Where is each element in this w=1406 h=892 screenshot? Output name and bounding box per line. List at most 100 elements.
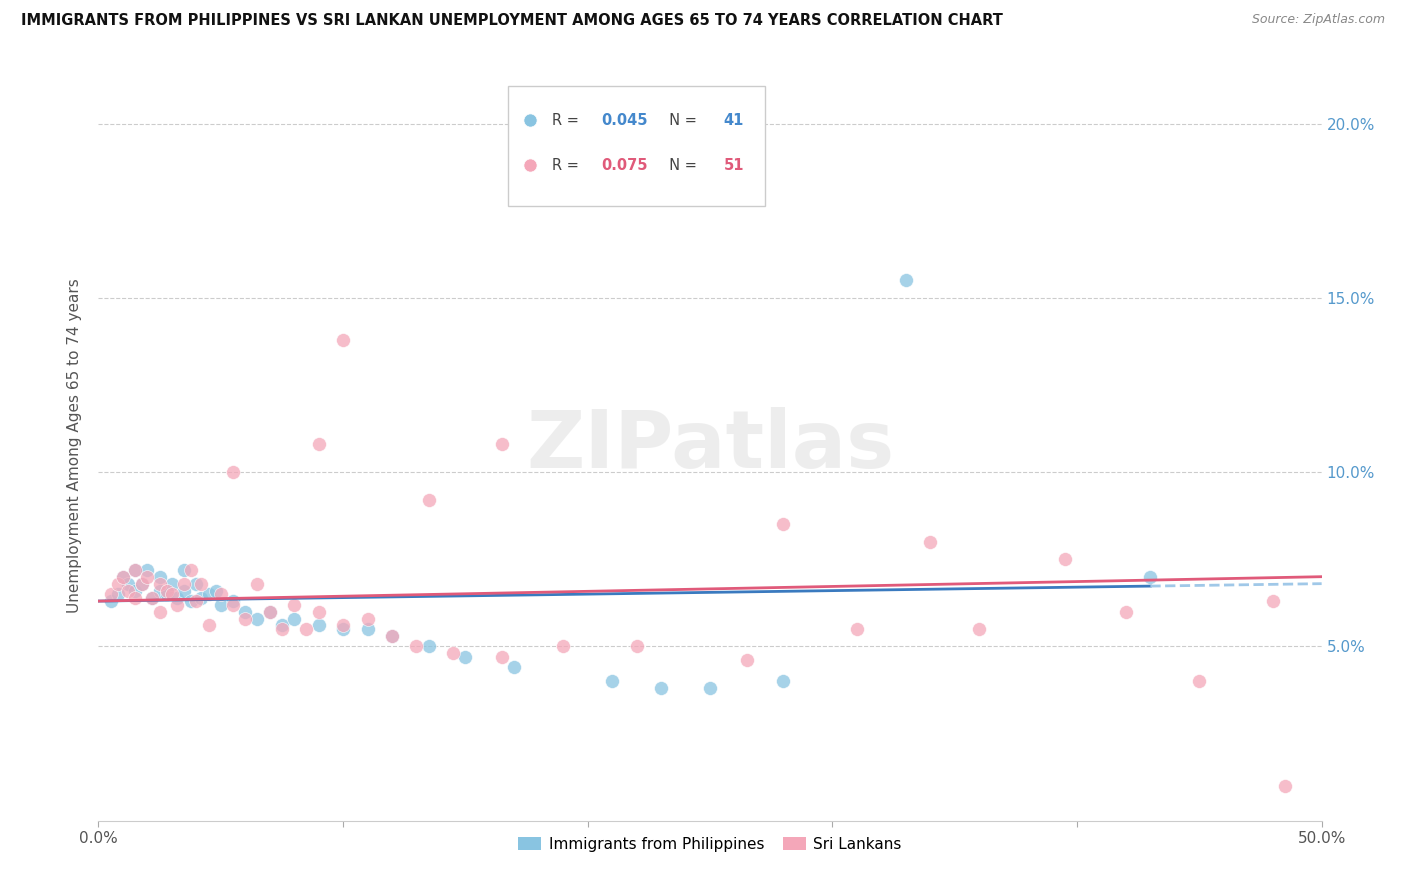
- Point: [283, 598, 305, 612]
- Point: [246, 611, 269, 625]
- Point: [190, 591, 212, 605]
- Point: [418, 640, 440, 654]
- Point: [136, 570, 159, 584]
- Point: [149, 605, 172, 619]
- Point: [124, 583, 146, 598]
- Point: [117, 576, 139, 591]
- Text: 51: 51: [724, 158, 744, 172]
- Point: [626, 640, 648, 654]
- Point: [259, 605, 281, 619]
- Point: [246, 576, 269, 591]
- Point: [503, 660, 526, 674]
- Text: N =: N =: [659, 112, 702, 128]
- Point: [772, 674, 794, 689]
- Point: [1139, 570, 1161, 584]
- Point: [894, 273, 917, 287]
- Point: [173, 583, 195, 598]
- Point: [107, 587, 129, 601]
- Point: [136, 563, 159, 577]
- Point: [332, 618, 354, 632]
- Point: [156, 587, 179, 601]
- Point: [356, 622, 378, 636]
- Point: [156, 583, 179, 598]
- Point: [166, 591, 188, 605]
- Point: [190, 576, 212, 591]
- Point: [1053, 552, 1076, 566]
- Point: [295, 622, 318, 636]
- Text: 41: 41: [724, 112, 744, 128]
- Point: [197, 618, 219, 632]
- Point: [405, 640, 427, 654]
- Legend: Immigrants from Philippines, Sri Lankans: Immigrants from Philippines, Sri Lankans: [512, 830, 908, 858]
- Y-axis label: Unemployment Among Ages 65 to 74 years: Unemployment Among Ages 65 to 74 years: [67, 278, 83, 614]
- Point: [111, 570, 134, 584]
- Point: [491, 649, 513, 664]
- Point: [124, 591, 146, 605]
- Point: [124, 563, 146, 577]
- Point: [270, 618, 294, 632]
- Point: [308, 618, 330, 632]
- Point: [160, 587, 183, 601]
- Point: [600, 674, 623, 689]
- Point: [166, 598, 188, 612]
- Point: [131, 576, 153, 591]
- Point: [1274, 779, 1296, 793]
- Point: [180, 563, 202, 577]
- Point: [180, 594, 202, 608]
- Point: [233, 611, 256, 625]
- Point: [186, 576, 208, 591]
- Point: [173, 563, 195, 577]
- Point: [173, 576, 195, 591]
- Point: [259, 605, 281, 619]
- Point: [149, 583, 172, 598]
- Point: [117, 583, 139, 598]
- Point: [332, 333, 354, 347]
- Point: [845, 622, 868, 636]
- Point: [149, 570, 172, 584]
- Text: ZIPatlas: ZIPatlas: [526, 407, 894, 485]
- Point: [920, 534, 942, 549]
- Point: [222, 598, 245, 612]
- Point: [1115, 605, 1137, 619]
- Point: [100, 587, 122, 601]
- Point: [283, 611, 305, 625]
- FancyBboxPatch shape: [508, 87, 765, 206]
- Point: [197, 587, 219, 601]
- Point: [454, 649, 477, 664]
- Text: N =: N =: [659, 158, 702, 172]
- Point: [124, 563, 146, 577]
- Point: [209, 587, 232, 601]
- Point: [441, 646, 464, 660]
- Text: R =: R =: [553, 158, 583, 172]
- Point: [222, 594, 245, 608]
- Point: [222, 465, 245, 479]
- Point: [209, 598, 232, 612]
- Point: [107, 576, 129, 591]
- Point: [1261, 594, 1284, 608]
- Text: Source: ZipAtlas.com: Source: ZipAtlas.com: [1251, 13, 1385, 27]
- Point: [141, 591, 163, 605]
- Point: [491, 437, 513, 451]
- Point: [418, 493, 440, 508]
- Point: [308, 605, 330, 619]
- Point: [553, 640, 575, 654]
- Text: R =: R =: [553, 112, 583, 128]
- Point: [381, 629, 404, 643]
- Text: 0.075: 0.075: [602, 158, 648, 172]
- Point: [1188, 674, 1211, 689]
- Point: [270, 622, 294, 636]
- Point: [967, 622, 990, 636]
- Point: [149, 576, 172, 591]
- Point: [205, 583, 228, 598]
- Point: [772, 517, 794, 532]
- Point: [160, 576, 183, 591]
- Point: [699, 681, 721, 696]
- Point: [131, 576, 153, 591]
- Point: [186, 594, 208, 608]
- Point: [308, 437, 330, 451]
- Point: [111, 570, 134, 584]
- Point: [650, 681, 672, 696]
- Point: [233, 605, 256, 619]
- Text: IMMIGRANTS FROM PHILIPPINES VS SRI LANKAN UNEMPLOYMENT AMONG AGES 65 TO 74 YEARS: IMMIGRANTS FROM PHILIPPINES VS SRI LANKA…: [21, 13, 1002, 29]
- Text: 0.045: 0.045: [602, 112, 648, 128]
